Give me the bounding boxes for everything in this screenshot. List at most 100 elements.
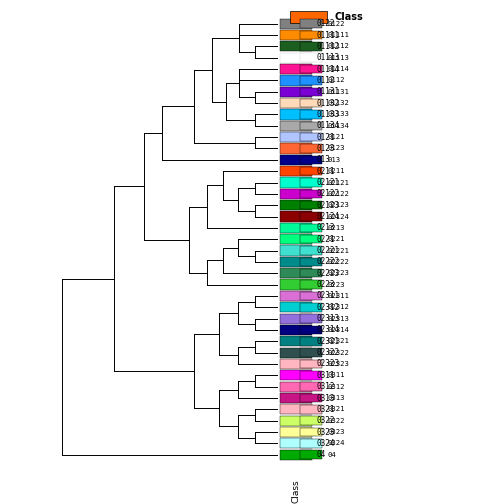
Text: 01111: 01111 (327, 32, 349, 38)
Bar (299, 348, 322, 357)
Text: 02123: 02123 (327, 202, 349, 208)
Bar (299, 99, 322, 107)
Bar (299, 156, 322, 164)
Bar (299, 167, 322, 175)
Text: 01112: 01112 (327, 43, 349, 49)
Text: 0211: 0211 (316, 167, 335, 176)
Text: 01114: 01114 (327, 66, 349, 72)
Bar (280, 325, 312, 335)
Text: 0221: 0221 (327, 236, 345, 242)
Bar (280, 143, 312, 154)
Text: 0112: 0112 (327, 78, 345, 84)
Bar (299, 451, 322, 459)
Text: 02221: 02221 (316, 246, 339, 255)
Text: 02123: 02123 (316, 201, 339, 210)
Text: 02313: 02313 (327, 316, 349, 322)
Text: 02223: 02223 (316, 269, 339, 278)
Text: 02321: 02321 (316, 337, 339, 346)
Bar (299, 110, 322, 119)
Bar (280, 30, 312, 40)
Bar (280, 336, 312, 346)
Text: 0313: 0313 (327, 395, 345, 401)
Bar (299, 31, 322, 39)
Text: 02311: 02311 (327, 293, 349, 299)
Text: 0322: 0322 (316, 416, 335, 425)
Bar (299, 405, 322, 414)
Text: 01134: 01134 (327, 123, 349, 129)
Bar (299, 416, 322, 425)
Text: 01133: 01133 (327, 111, 349, 117)
Bar (280, 64, 312, 74)
Text: 0311: 0311 (316, 371, 335, 380)
Bar (299, 20, 322, 28)
Text: 0122: 0122 (316, 19, 335, 28)
Text: 02124: 02124 (316, 212, 339, 221)
Text: 02322: 02322 (327, 350, 349, 356)
Bar (280, 177, 312, 187)
Text: 02312: 02312 (316, 303, 339, 312)
Text: 0313: 0313 (316, 394, 335, 403)
Bar (299, 76, 322, 85)
Text: Class: Class (291, 479, 300, 503)
Bar (280, 393, 312, 403)
Text: 01132: 01132 (316, 99, 339, 108)
Bar (280, 438, 312, 449)
Bar (280, 268, 312, 278)
Text: 0123: 0123 (316, 144, 335, 153)
Bar (299, 212, 322, 221)
Bar (280, 291, 312, 301)
Text: 013: 013 (327, 157, 340, 163)
Text: 01131: 01131 (316, 87, 339, 96)
Text: 02221: 02221 (327, 247, 349, 254)
Bar (280, 280, 312, 290)
Bar (280, 98, 312, 108)
Text: 02124: 02124 (327, 214, 349, 220)
Text: Class: Class (335, 12, 363, 22)
Bar (280, 348, 312, 358)
Text: 01133: 01133 (316, 110, 339, 119)
Text: 04: 04 (316, 450, 326, 459)
Bar (280, 234, 312, 244)
Text: 02122: 02122 (327, 191, 349, 197)
Text: 02121: 02121 (327, 179, 349, 185)
Bar (299, 201, 322, 210)
Text: 0221: 0221 (316, 235, 335, 244)
Bar (280, 404, 312, 414)
Bar (299, 235, 322, 243)
Text: 02222: 02222 (316, 258, 339, 267)
Text: 02314: 02314 (316, 326, 339, 335)
Text: 0213: 0213 (327, 225, 345, 231)
Bar (299, 303, 322, 311)
Text: 02312: 02312 (327, 304, 349, 310)
Bar (299, 133, 322, 142)
Bar (280, 313, 312, 324)
Text: 01113: 01113 (316, 53, 339, 62)
Bar (299, 88, 322, 96)
Text: 0323: 0323 (316, 427, 335, 436)
Bar (280, 223, 312, 233)
Bar (280, 450, 312, 460)
Text: 0121: 0121 (327, 134, 345, 140)
Text: 02121: 02121 (316, 178, 339, 187)
Text: 02311: 02311 (316, 291, 339, 300)
Bar (280, 211, 312, 222)
Bar (299, 53, 322, 62)
Bar (299, 42, 322, 50)
Bar (280, 75, 312, 86)
Text: 02223: 02223 (327, 270, 349, 276)
Bar (299, 337, 322, 346)
Text: 0213: 0213 (316, 223, 335, 232)
Text: 0321: 0321 (316, 405, 335, 414)
Bar (280, 416, 312, 426)
Text: 0324: 0324 (327, 440, 345, 447)
Text: 0211: 0211 (327, 168, 345, 174)
Bar (299, 360, 322, 368)
Text: 0312: 0312 (327, 384, 345, 390)
Bar (280, 427, 312, 437)
Bar (280, 188, 312, 199)
Bar (280, 52, 312, 63)
Text: 0311: 0311 (327, 372, 345, 379)
Text: 01134: 01134 (316, 121, 339, 131)
Bar (280, 359, 312, 369)
Bar (299, 439, 322, 448)
